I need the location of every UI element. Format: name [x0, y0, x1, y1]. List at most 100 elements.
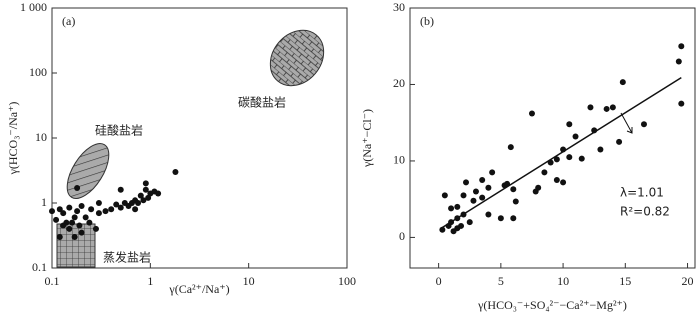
point: [132, 206, 139, 213]
point: [142, 180, 149, 187]
x-axis-label: γ(HCO₃⁻+SO₄²⁻−Ca²⁺−Mg²⁺): [477, 298, 627, 312]
point: [560, 179, 567, 186]
point: [553, 156, 560, 163]
point: [142, 186, 149, 193]
y-tick-label: 100: [29, 65, 47, 79]
plot-frame: [409, 7, 696, 269]
point: [71, 233, 78, 240]
point: [439, 226, 446, 233]
x-tick-label: 10: [243, 274, 255, 288]
annotation: 蒸发盐岩: [103, 250, 151, 265]
arrow: [620, 112, 633, 134]
point: [541, 169, 548, 176]
y-tick-label: 1: [41, 195, 47, 209]
point: [504, 180, 511, 187]
point: [512, 198, 519, 205]
point: [88, 206, 95, 213]
point: [441, 192, 448, 199]
point: [578, 155, 585, 162]
point: [74, 208, 81, 215]
point: [609, 104, 616, 111]
point: [78, 229, 85, 236]
point: [66, 204, 73, 211]
point: [95, 200, 102, 206]
point: [597, 146, 604, 153]
point: [485, 211, 492, 218]
point: [113, 201, 120, 208]
y-axis-label: γ(Na⁺−Cl⁻): [360, 109, 374, 168]
y-tick-label: 30: [393, 0, 405, 14]
y-tick-label: 0: [399, 229, 405, 243]
point: [102, 208, 109, 215]
point: [460, 192, 467, 199]
point: [454, 215, 461, 222]
x-tick-label: 5: [498, 274, 504, 288]
y-tick-label: 10: [393, 153, 405, 167]
evaporite-zone: [56, 223, 96, 268]
point: [108, 206, 115, 213]
point: [497, 215, 504, 222]
point: [53, 216, 60, 223]
point: [92, 225, 99, 232]
annotation: 碳酸盐岩: [238, 95, 286, 110]
annotation: R²=0.82: [620, 205, 670, 219]
point: [470, 197, 477, 204]
y-axis-label: γ(HCO₃⁻/Na⁺): [6, 102, 20, 176]
point: [140, 197, 147, 204]
point: [86, 219, 93, 226]
annotation: 硅酸盐岩: [95, 123, 143, 138]
point: [78, 202, 85, 209]
point: [117, 204, 124, 211]
point: [489, 169, 496, 176]
x-tick-label: 100: [338, 274, 356, 288]
point: [117, 186, 124, 193]
x-tick-label: 1: [147, 274, 153, 288]
panel-label: (b): [420, 14, 434, 28]
point: [640, 121, 647, 128]
point: [566, 121, 573, 128]
point: [463, 179, 470, 186]
point: [507, 144, 514, 151]
annotation: λ=1.01: [620, 186, 664, 200]
point: [528, 110, 535, 117]
point: [76, 222, 83, 229]
point: [454, 225, 461, 232]
point: [155, 190, 162, 197]
y-tick-label: 1 000: [20, 0, 47, 14]
point: [60, 210, 67, 217]
point: [591, 127, 598, 134]
point: [74, 185, 81, 192]
point: [466, 219, 473, 226]
point: [510, 186, 517, 193]
point: [532, 188, 539, 195]
point: [510, 215, 517, 222]
x-tick-label: 0: [436, 274, 442, 288]
point: [479, 194, 486, 201]
point: [137, 192, 144, 199]
x-tick-label: 15: [619, 274, 631, 288]
y-tick-label: 10: [35, 130, 47, 144]
point: [553, 177, 560, 184]
panel-label: (a): [62, 14, 75, 28]
point: [135, 200, 142, 206]
fit-line: [440, 76, 682, 229]
x-axis-label: γ(Ca²⁺/Na⁺): [168, 282, 229, 296]
point: [603, 105, 610, 112]
point: [454, 203, 461, 210]
point: [547, 159, 554, 166]
point: [485, 184, 492, 191]
x-tick-label: 20: [682, 274, 694, 288]
point: [587, 104, 594, 111]
point: [619, 79, 626, 86]
point: [479, 177, 486, 184]
point: [56, 233, 63, 240]
y-tick-label: 0.1: [32, 260, 47, 274]
point: [678, 100, 685, 107]
point: [448, 219, 455, 226]
silicate-zone: [66, 143, 110, 199]
carbonate-zone: [269, 29, 325, 87]
point: [472, 188, 479, 195]
point: [675, 58, 682, 65]
point: [82, 214, 89, 221]
